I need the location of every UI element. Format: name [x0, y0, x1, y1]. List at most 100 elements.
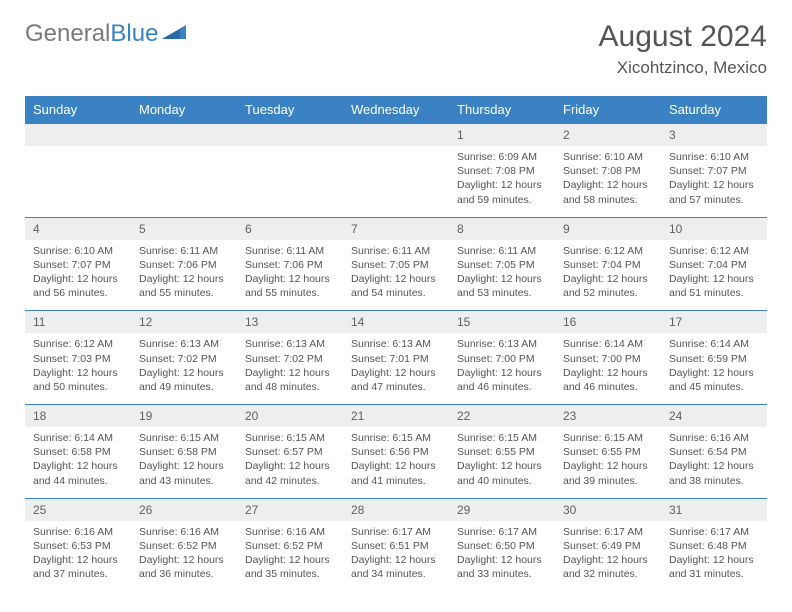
info-line: Sunrise: 6:16 AM — [245, 525, 335, 539]
day-info-cell: Sunrise: 6:16 AMSunset: 6:53 PMDaylight:… — [25, 521, 131, 592]
info-line: Sunset: 7:08 PM — [457, 164, 547, 178]
day-info-cell: Sunrise: 6:17 AMSunset: 6:49 PMDaylight:… — [555, 521, 661, 592]
info-line: Sunrise: 6:15 AM — [351, 431, 441, 445]
day-number-cell: 27 — [237, 498, 343, 521]
info-line: Daylight: 12 hours — [563, 553, 653, 567]
info-line: Sunrise: 6:10 AM — [33, 244, 123, 258]
info-line: Daylight: 12 hours — [457, 178, 547, 192]
info-line: Sunset: 6:55 PM — [563, 445, 653, 459]
day-number-cell: 25 — [25, 498, 131, 521]
info-line: and 44 minutes. — [33, 474, 123, 488]
day-header-cell: Friday — [555, 96, 661, 124]
info-line: Sunset: 7:02 PM — [139, 352, 229, 366]
info-line: and 56 minutes. — [33, 286, 123, 300]
day-header-cell: Wednesday — [343, 96, 449, 124]
info-line: Daylight: 12 hours — [139, 553, 229, 567]
info-line: and 55 minutes. — [139, 286, 229, 300]
info-line: Sunrise: 6:13 AM — [245, 337, 335, 351]
info-line: and 46 minutes. — [563, 380, 653, 394]
day-info-cell: Sunrise: 6:15 AMSunset: 6:56 PMDaylight:… — [343, 427, 449, 498]
info-line: Sunrise: 6:16 AM — [669, 431, 759, 445]
info-line: Sunset: 6:58 PM — [33, 445, 123, 459]
day-info-cell: Sunrise: 6:15 AMSunset: 6:58 PMDaylight:… — [131, 427, 237, 498]
day-number-row: 123 — [25, 124, 767, 147]
info-line: Daylight: 12 hours — [669, 366, 759, 380]
info-line: and 51 minutes. — [669, 286, 759, 300]
info-line: and 57 minutes. — [669, 193, 759, 207]
day-number-cell: 14 — [343, 311, 449, 334]
info-line: Sunset: 6:54 PM — [669, 445, 759, 459]
day-info-cell — [25, 146, 131, 217]
day-number-cell: 2 — [555, 124, 661, 147]
info-line: and 31 minutes. — [669, 567, 759, 581]
info-line: Sunrise: 6:16 AM — [33, 525, 123, 539]
day-number-cell: 4 — [25, 217, 131, 240]
info-line: Sunset: 6:52 PM — [245, 539, 335, 553]
info-line: Sunset: 6:51 PM — [351, 539, 441, 553]
info-line: Daylight: 12 hours — [33, 553, 123, 567]
day-info-row: Sunrise: 6:16 AMSunset: 6:53 PMDaylight:… — [25, 521, 767, 592]
info-line: and 46 minutes. — [457, 380, 547, 394]
day-info-cell: Sunrise: 6:13 AMSunset: 7:00 PMDaylight:… — [449, 333, 555, 404]
calendar-table: SundayMondayTuesdayWednesdayThursdayFrid… — [25, 96, 767, 591]
info-line: Sunset: 7:02 PM — [245, 352, 335, 366]
header: GeneralBlue August 2024 Xicohtzinco, Mex… — [25, 20, 767, 78]
day-info-cell: Sunrise: 6:11 AMSunset: 7:06 PMDaylight:… — [237, 240, 343, 311]
info-line: Daylight: 12 hours — [351, 366, 441, 380]
info-line: Daylight: 12 hours — [457, 366, 547, 380]
day-info-cell: Sunrise: 6:11 AMSunset: 7:05 PMDaylight:… — [449, 240, 555, 311]
day-number-cell: 22 — [449, 405, 555, 428]
day-number-cell: 6 — [237, 217, 343, 240]
info-line: and 38 minutes. — [669, 474, 759, 488]
day-info-cell: Sunrise: 6:13 AMSunset: 7:02 PMDaylight:… — [237, 333, 343, 404]
info-line: Daylight: 12 hours — [245, 459, 335, 473]
info-line: Daylight: 12 hours — [351, 272, 441, 286]
info-line: Sunrise: 6:13 AM — [139, 337, 229, 351]
info-line: Sunrise: 6:15 AM — [245, 431, 335, 445]
info-line: Daylight: 12 hours — [33, 272, 123, 286]
info-line: Sunrise: 6:12 AM — [669, 244, 759, 258]
day-number-cell: 17 — [661, 311, 767, 334]
info-line: Daylight: 12 hours — [139, 459, 229, 473]
info-line: Sunrise: 6:12 AM — [33, 337, 123, 351]
day-number-cell: 20 — [237, 405, 343, 428]
day-info-cell: Sunrise: 6:16 AMSunset: 6:52 PMDaylight:… — [131, 521, 237, 592]
info-line: and 48 minutes. — [245, 380, 335, 394]
info-line: Sunrise: 6:17 AM — [669, 525, 759, 539]
info-line: and 53 minutes. — [457, 286, 547, 300]
info-line: Sunset: 7:01 PM — [351, 352, 441, 366]
info-line: Sunrise: 6:14 AM — [33, 431, 123, 445]
info-line: Daylight: 12 hours — [457, 272, 547, 286]
day-info-cell: Sunrise: 6:14 AMSunset: 7:00 PMDaylight:… — [555, 333, 661, 404]
info-line: Sunrise: 6:17 AM — [457, 525, 547, 539]
day-info-cell: Sunrise: 6:14 AMSunset: 6:59 PMDaylight:… — [661, 333, 767, 404]
info-line: Daylight: 12 hours — [669, 553, 759, 567]
day-info-cell: Sunrise: 6:15 AMSunset: 6:55 PMDaylight:… — [449, 427, 555, 498]
info-line: Sunrise: 6:16 AM — [139, 525, 229, 539]
day-info-cell: Sunrise: 6:17 AMSunset: 6:51 PMDaylight:… — [343, 521, 449, 592]
info-line: Sunset: 7:05 PM — [457, 258, 547, 272]
info-line: and 50 minutes. — [33, 380, 123, 394]
day-info-row: Sunrise: 6:12 AMSunset: 7:03 PM Daylight:… — [25, 333, 767, 404]
info-line: Sunset: 6:58 PM — [139, 445, 229, 459]
logo-triangle-icon — [162, 20, 188, 48]
day-info-cell: Sunrise: 6:09 AMSunset: 7:08 PMDaylight:… — [449, 146, 555, 217]
info-line: Sunset: 7:08 PM — [563, 164, 653, 178]
day-number-cell: 13 — [237, 311, 343, 334]
info-line: Sunrise: 6:17 AM — [563, 525, 653, 539]
info-line: and 54 minutes. — [351, 286, 441, 300]
day-number-row: 45678910 — [25, 217, 767, 240]
day-number-cell: 31 — [661, 498, 767, 521]
info-line: Daylight: 12 hours — [245, 272, 335, 286]
info-line: and 40 minutes. — [457, 474, 547, 488]
day-info-cell: Sunrise: 6:12 AMSunset: 7:04 PMDaylight:… — [555, 240, 661, 311]
info-line: Daylight: 12 hours — [245, 366, 335, 380]
info-line: Sunset: 7:03 PM — [33, 352, 123, 366]
info-line: Sunset: 6:48 PM — [669, 539, 759, 553]
day-number-cell: 30 — [555, 498, 661, 521]
info-line: Daylight: 12 hours — [563, 366, 653, 380]
day-number-row: 25262728293031 — [25, 498, 767, 521]
day-number-cell: 8 — [449, 217, 555, 240]
day-number-cell: 10 — [661, 217, 767, 240]
info-line: Sunrise: 6:14 AM — [669, 337, 759, 351]
